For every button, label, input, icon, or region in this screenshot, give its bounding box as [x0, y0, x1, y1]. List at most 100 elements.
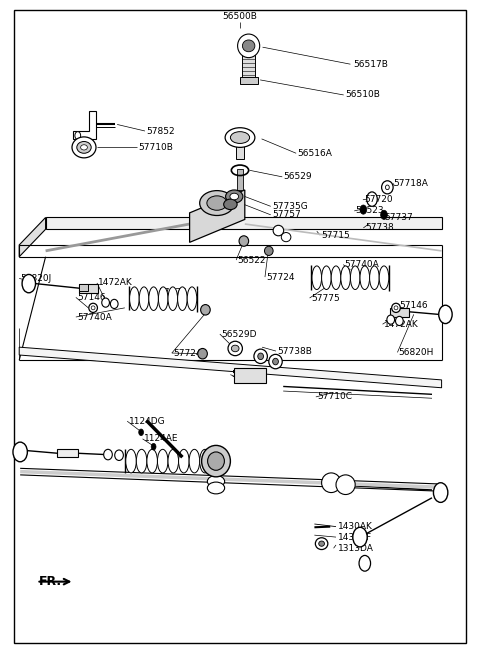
Ellipse shape — [360, 266, 370, 290]
Circle shape — [13, 442, 27, 462]
Text: 1313DA: 1313DA — [338, 544, 374, 553]
Circle shape — [22, 274, 36, 293]
Text: 56555B: 56555B — [231, 370, 266, 379]
Circle shape — [139, 429, 144, 436]
Text: 56517B: 56517B — [353, 60, 388, 69]
Ellipse shape — [224, 199, 237, 210]
Bar — [242, 54, 255, 81]
Ellipse shape — [77, 141, 91, 153]
Ellipse shape — [72, 137, 96, 158]
Ellipse shape — [198, 348, 207, 359]
Ellipse shape — [312, 266, 322, 290]
Text: 56820J: 56820J — [20, 274, 51, 283]
Ellipse shape — [264, 246, 273, 255]
Text: 1472AK: 1472AK — [384, 320, 419, 329]
Text: 1472AK: 1472AK — [98, 278, 133, 288]
Ellipse shape — [230, 132, 250, 143]
Text: 1124AE: 1124AE — [144, 434, 179, 443]
Text: 56529D: 56529D — [221, 329, 256, 339]
Text: 57710C: 57710C — [317, 392, 352, 402]
Text: 56529: 56529 — [283, 172, 312, 181]
Ellipse shape — [200, 191, 234, 215]
Ellipse shape — [392, 303, 400, 312]
Circle shape — [360, 205, 367, 214]
Circle shape — [381, 210, 387, 219]
Circle shape — [433, 483, 448, 502]
Ellipse shape — [187, 287, 197, 310]
Ellipse shape — [239, 236, 249, 246]
Ellipse shape — [207, 196, 227, 210]
Polygon shape — [190, 190, 245, 242]
Ellipse shape — [281, 233, 291, 242]
Text: 57720: 57720 — [364, 195, 393, 204]
Ellipse shape — [189, 449, 200, 473]
Ellipse shape — [158, 287, 168, 310]
Ellipse shape — [202, 445, 230, 477]
Circle shape — [353, 527, 367, 547]
Text: 56523: 56523 — [355, 206, 384, 215]
Ellipse shape — [228, 341, 242, 356]
Polygon shape — [19, 217, 46, 257]
Text: 57718A: 57718A — [394, 179, 429, 188]
Polygon shape — [46, 217, 442, 229]
Text: 57146: 57146 — [399, 301, 428, 310]
Circle shape — [439, 305, 452, 324]
Ellipse shape — [149, 287, 158, 310]
Ellipse shape — [385, 185, 389, 190]
Text: 57852: 57852 — [146, 126, 175, 136]
Ellipse shape — [104, 449, 112, 460]
Ellipse shape — [225, 128, 255, 147]
Ellipse shape — [201, 305, 210, 315]
Ellipse shape — [226, 190, 243, 203]
Ellipse shape — [336, 475, 355, 495]
Text: 56500B: 56500B — [223, 12, 257, 21]
Ellipse shape — [136, 449, 147, 473]
Ellipse shape — [379, 266, 389, 290]
Ellipse shape — [254, 349, 267, 364]
Circle shape — [151, 443, 156, 450]
Bar — [57, 449, 78, 457]
Text: 57738B: 57738B — [277, 346, 312, 356]
Ellipse shape — [230, 193, 239, 200]
Polygon shape — [19, 347, 442, 388]
Ellipse shape — [178, 287, 187, 310]
Text: 57146: 57146 — [77, 293, 106, 302]
Bar — [390, 308, 409, 317]
Ellipse shape — [382, 181, 393, 194]
Ellipse shape — [315, 538, 328, 550]
Ellipse shape — [126, 449, 136, 473]
Ellipse shape — [341, 266, 350, 290]
Ellipse shape — [115, 450, 123, 460]
Text: FR.: FR. — [38, 575, 61, 588]
Ellipse shape — [207, 482, 225, 494]
Text: 57710B: 57710B — [138, 143, 173, 152]
Ellipse shape — [331, 266, 341, 290]
Circle shape — [75, 132, 81, 140]
Bar — [234, 368, 266, 383]
Bar — [79, 284, 88, 291]
Text: 1430BF: 1430BF — [338, 533, 372, 542]
Text: 1124DG: 1124DG — [129, 417, 165, 426]
Ellipse shape — [273, 225, 284, 236]
Text: 57740A: 57740A — [345, 260, 379, 269]
Ellipse shape — [130, 287, 139, 310]
Ellipse shape — [322, 473, 341, 493]
Ellipse shape — [207, 452, 225, 470]
Text: 57757: 57757 — [272, 210, 301, 219]
Text: 57775: 57775 — [158, 288, 187, 297]
Polygon shape — [73, 111, 96, 139]
Ellipse shape — [231, 345, 239, 352]
Text: 56510B: 56510B — [346, 90, 381, 100]
Text: 57735G: 57735G — [272, 202, 308, 211]
Text: 57724: 57724 — [173, 348, 201, 358]
Ellipse shape — [200, 449, 210, 473]
Text: 56516A: 56516A — [298, 149, 333, 158]
Ellipse shape — [147, 449, 157, 473]
Bar — [79, 284, 98, 293]
Ellipse shape — [207, 476, 225, 487]
Ellipse shape — [89, 303, 97, 312]
Ellipse shape — [110, 299, 118, 309]
Bar — [237, 169, 243, 190]
Ellipse shape — [238, 34, 260, 58]
Text: 57715: 57715 — [322, 231, 350, 240]
